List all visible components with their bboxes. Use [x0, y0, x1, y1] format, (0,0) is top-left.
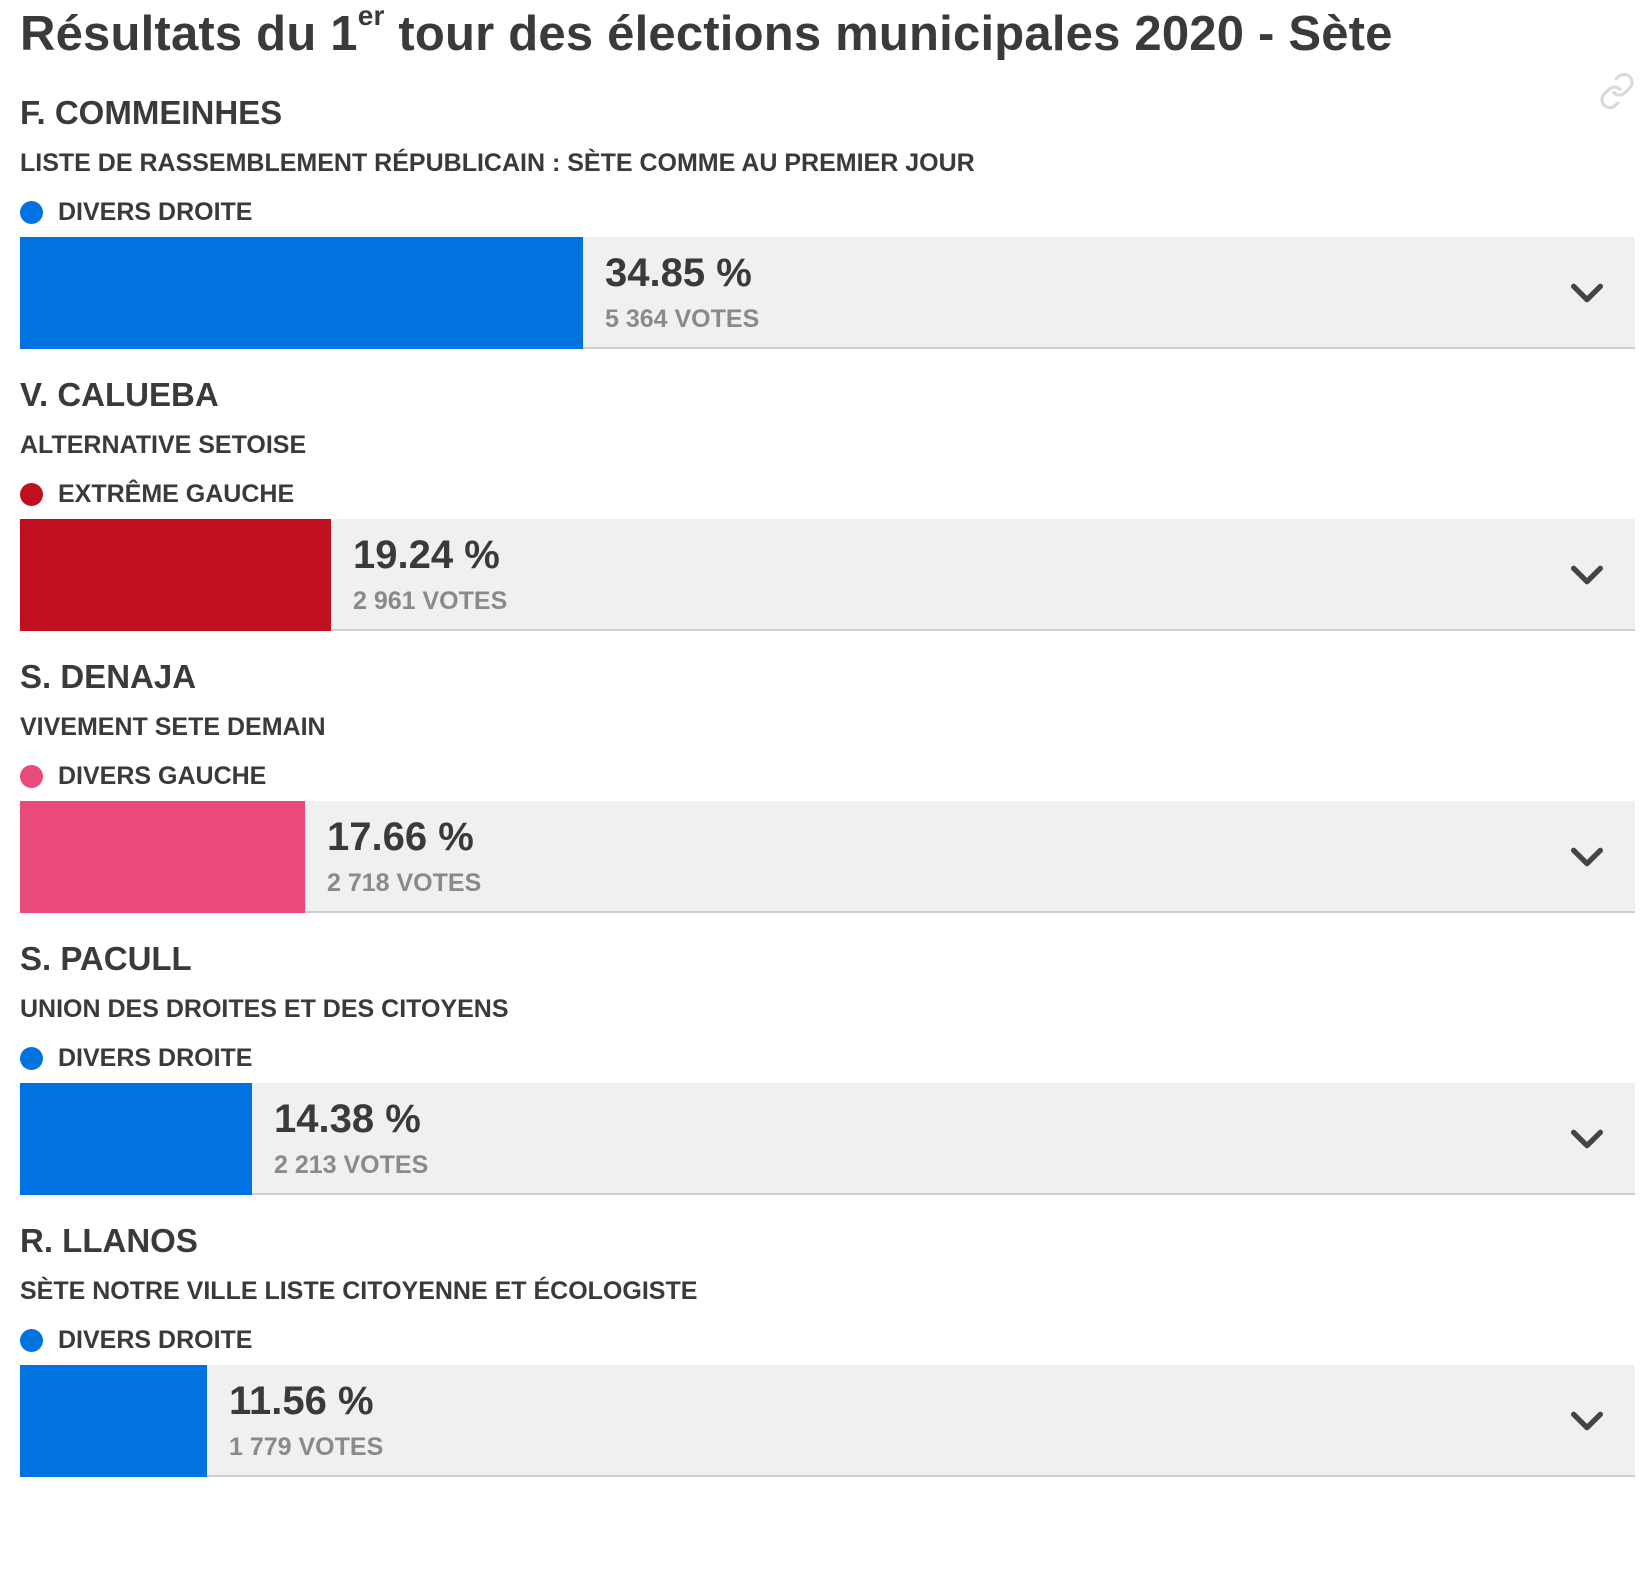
- result-percent: 17.66 %: [327, 815, 474, 859]
- result-votes: 2 961 VOTES: [353, 587, 508, 615]
- candidate-block: V. CALUEBA ALTERNATIVE SETOISE EXTRÊME G…: [20, 376, 1635, 674]
- nuance-color-dot: [20, 1047, 43, 1070]
- nuance-color-dot: [20, 483, 43, 506]
- nuance-label: EXTRÊME GAUCHE: [58, 480, 295, 508]
- candidate-block: R. LLANOS SÈTE NOTRE VILLE LISTE CITOYEN…: [20, 1222, 1635, 1520]
- title-superscript: er: [357, 0, 385, 31]
- result-percent: 19.24 %: [353, 533, 500, 577]
- result-percent: 34.85 %: [605, 251, 752, 295]
- nuance-label: DIVERS DROITE: [58, 1044, 253, 1072]
- list-name: ALTERNATIVE SETOISE: [20, 431, 307, 459]
- result-percent: 14.38 %: [274, 1097, 421, 1141]
- chevron-down-icon[interactable]: [1567, 1401, 1607, 1441]
- political-nuance: DIVERS DROITE: [20, 1044, 252, 1073]
- nuance-label: DIVERS GAUCHE: [58, 762, 267, 790]
- chevron-down-icon[interactable]: [1567, 555, 1607, 595]
- list-name: LISTE DE RASSEMBLEMENT RÉPUBLICAIN : SÈT…: [20, 149, 975, 177]
- result-bar-row[interactable]: 11.56 % 1 779 VOTES: [20, 1365, 1635, 1477]
- candidate-name: S. DENAJA: [20, 658, 197, 695]
- candidate-block: S. DENAJA VIVEMENT SETE DEMAIN DIVERS GA…: [20, 658, 1635, 956]
- nuance-color-dot: [20, 201, 43, 224]
- candidate-name: S. PACULL: [20, 940, 192, 977]
- result-percent: 11.56 %: [229, 1379, 374, 1423]
- result-votes: 2 213 VOTES: [274, 1151, 429, 1179]
- political-nuance: DIVERS DROITE: [20, 198, 252, 227]
- chevron-down-icon[interactable]: [1567, 1119, 1607, 1159]
- candidate-name: F. COMMEINHES: [20, 94, 283, 131]
- result-bar-fill: [20, 801, 305, 913]
- title-rest: tour des élections municipales 2020 - Sè…: [384, 7, 1393, 61]
- political-nuance: DIVERS DROITE: [20, 1326, 252, 1355]
- candidate-name: V. CALUEBA: [20, 376, 219, 413]
- list-name: SÈTE NOTRE VILLE LISTE CITOYENNE ET ÉCOL…: [20, 1277, 698, 1305]
- list-name: UNION DES DROITES ET DES CITOYENS: [20, 995, 509, 1023]
- result-votes: 1 779 VOTES: [229, 1433, 384, 1461]
- candidate-name: R. LLANOS: [20, 1222, 198, 1259]
- result-bar-row[interactable]: 34.85 % 5 364 VOTES: [20, 237, 1635, 349]
- nuance-label: DIVERS DROITE: [58, 198, 253, 226]
- result-bar-row[interactable]: 17.66 % 2 718 VOTES: [20, 801, 1635, 913]
- result-bar-fill: [20, 237, 583, 349]
- result-bar-fill: [20, 519, 331, 631]
- link-icon[interactable]: [1598, 72, 1636, 110]
- candidate-block: S. PACULL UNION DES DROITES ET DES CITOY…: [20, 940, 1635, 1238]
- nuance-color-dot: [20, 765, 43, 788]
- title-main: Résultats du 1: [20, 7, 358, 61]
- page-title: Résultats du 1er tour des élections muni…: [20, 0, 1393, 62]
- political-nuance: DIVERS GAUCHE: [20, 762, 266, 791]
- result-votes: 2 718 VOTES: [327, 869, 482, 897]
- political-nuance: EXTRÊME GAUCHE: [20, 480, 294, 509]
- chevron-down-icon[interactable]: [1567, 837, 1607, 877]
- result-bar-fill: [20, 1365, 207, 1477]
- chevron-down-icon[interactable]: [1567, 273, 1607, 313]
- nuance-color-dot: [20, 1329, 43, 1352]
- result-votes: 5 364 VOTES: [605, 305, 760, 333]
- result-bar-fill: [20, 1083, 252, 1195]
- result-bar-row[interactable]: 14.38 % 2 213 VOTES: [20, 1083, 1635, 1195]
- nuance-label: DIVERS DROITE: [58, 1326, 253, 1354]
- result-bar-row[interactable]: 19.24 % 2 961 VOTES: [20, 519, 1635, 631]
- list-name: VIVEMENT SETE DEMAIN: [20, 713, 326, 741]
- candidate-block: F. COMMEINHES LISTE DE RASSEMBLEMENT RÉP…: [20, 94, 1635, 392]
